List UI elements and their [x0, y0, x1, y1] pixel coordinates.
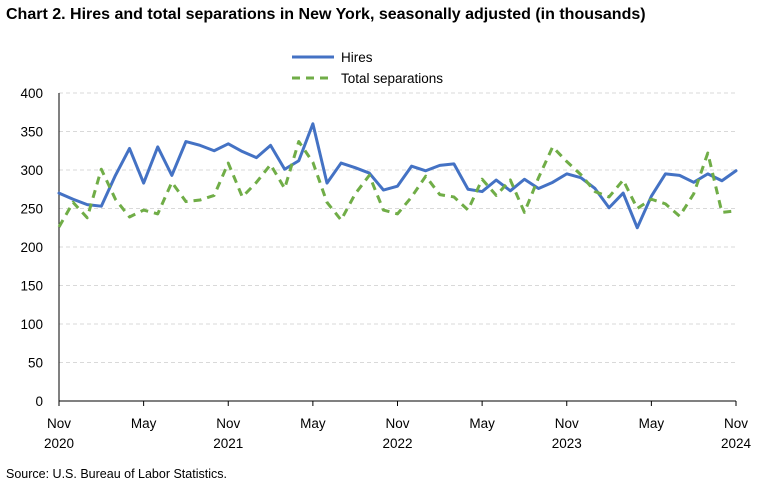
x-tick-label-month: May: [131, 416, 157, 431]
legend: Hires Total separations: [292, 50, 443, 86]
x-tick-label-month: Nov: [216, 416, 240, 431]
y-tick-label: 300: [20, 163, 43, 178]
chart-title: Chart 2. Hires and total separations in …: [6, 6, 646, 23]
legend-label: Hires: [341, 50, 373, 65]
y-tick-label: 150: [20, 279, 43, 294]
series-lines: [57, 122, 738, 230]
x-tick-label-month: May: [469, 416, 495, 431]
y-tick-label: 100: [20, 317, 43, 332]
x-axis-ticks: Nov 2020 May Nov 2021 May Nov 2022 May Nov 2023 May…: [44, 401, 752, 451]
y-tick-label: 350: [20, 125, 43, 140]
legend-label: Total separations: [341, 71, 443, 86]
series-line-total-separations: [57, 140, 737, 228]
x-tick-label-year: 2024: [721, 436, 752, 451]
x-tick-label-month: Nov: [555, 416, 579, 431]
x-tick-label-month: Nov: [385, 416, 409, 431]
y-tick-label: 0: [35, 394, 43, 409]
y-tick-label: 50: [28, 356, 43, 371]
y-axis-ticks: 0 50 100 150 200 250 300 350 400: [20, 86, 43, 409]
x-tick-label-year: 2023: [552, 436, 582, 451]
x-tick-label-month: Nov: [724, 416, 748, 431]
y-tick-label: 400: [20, 86, 43, 101]
x-tick-label-month: May: [639, 416, 665, 431]
x-tick-label-year: 2022: [382, 436, 412, 451]
y-tick-label: 200: [20, 240, 43, 255]
source-note: Source: U.S. Bureau of Labor Statistics.: [6, 467, 227, 481]
x-tick-label-month: Nov: [47, 416, 71, 431]
series-line-hires: [57, 122, 738, 230]
x-tick-label-year: 2021: [213, 436, 243, 451]
x-tick-label-month: May: [300, 416, 326, 431]
x-tick-label-year: 2020: [44, 436, 74, 451]
gridlines: [58, 92, 736, 402]
y-tick-label: 250: [20, 202, 43, 217]
